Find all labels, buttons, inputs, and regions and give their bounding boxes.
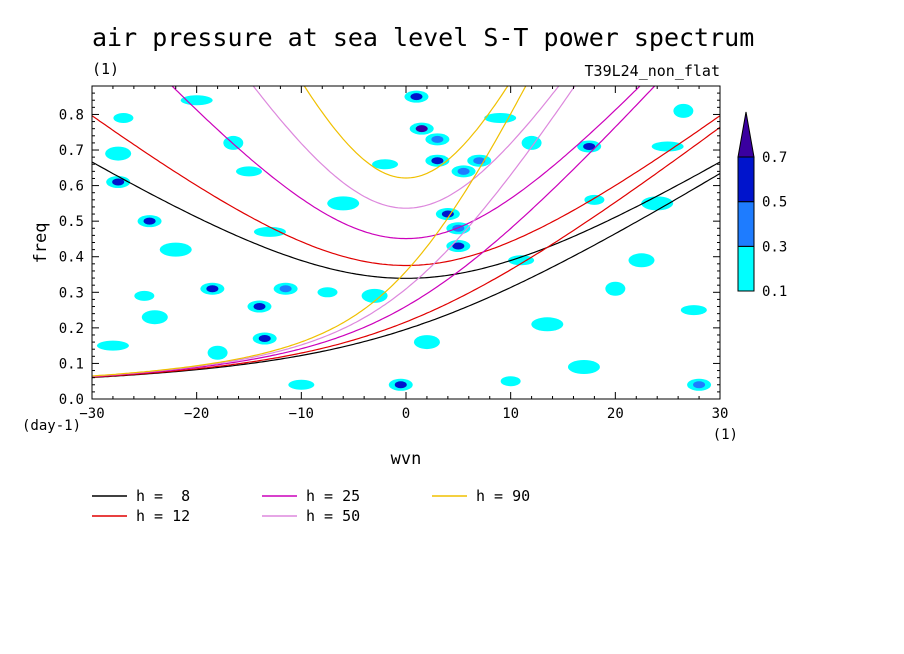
y-tick-label: 0.6 <box>59 179 84 195</box>
curve-mrg-8 <box>92 172 720 379</box>
contour-patch <box>143 217 156 225</box>
x-axis-unit: (1) <box>713 427 738 443</box>
contour-patch <box>500 376 521 387</box>
curve-gravity-50 <box>252 86 560 209</box>
contour-patch <box>410 93 423 101</box>
colorbar-segment <box>737 201 755 247</box>
contour-patch <box>457 167 470 175</box>
contour-patch <box>431 157 444 165</box>
x-tick-label: 30 <box>712 406 729 422</box>
contour-patch <box>584 194 605 205</box>
contour-fill-layer <box>96 90 712 391</box>
legend: h = 8 h = 12 h = 25 h = 50 h = 90 <box>92 487 530 525</box>
curve-gravity-25 <box>171 86 641 240</box>
y-tick-label: 0.0 <box>59 392 84 408</box>
contour-patch <box>441 210 454 218</box>
contour-patch <box>317 287 338 298</box>
y-tick-label: 0.5 <box>59 214 84 230</box>
curve-gravity-12 <box>92 115 720 267</box>
axis-ticks: −30 −20 −10 0 10 20 30 0.0 0.1 0.2 0.3 0.4 0.5 0.6 0.7… <box>59 86 729 422</box>
colorbar-label: 0.1 <box>762 284 787 300</box>
legend-label: h = 25 <box>306 487 360 505</box>
plot-frame <box>91 85 721 400</box>
y-axis-unit: (day-1) <box>22 418 81 434</box>
y-tick-label: 0.2 <box>59 321 84 337</box>
y-tick-label: 0.1 <box>59 356 84 372</box>
contour-patch <box>415 125 428 133</box>
contour-patch <box>413 335 440 350</box>
legend-label: h = 50 <box>306 507 360 525</box>
curve-gravity-90 <box>303 86 509 179</box>
contour-patch <box>112 178 125 186</box>
contour-patch <box>207 345 228 360</box>
curve-gravity-8 <box>92 161 720 279</box>
contour-patch <box>431 135 444 143</box>
colorbar-segment <box>737 156 755 203</box>
curve-mrg-12 <box>92 126 720 378</box>
y-tick-label: 0.7 <box>59 143 84 159</box>
contour-patch <box>394 381 407 389</box>
contour-patch <box>583 142 596 150</box>
contour-patch <box>159 242 192 257</box>
contour-patch <box>253 226 286 237</box>
curve-mrg-50 <box>92 86 576 377</box>
contour-patch <box>372 159 399 170</box>
curve-mrg-25 <box>92 86 656 378</box>
contour-patch <box>605 281 626 296</box>
contour-patch <box>134 290 155 301</box>
contour-patch <box>253 303 266 311</box>
contour-patch <box>680 305 707 316</box>
colorbar-label: 0.7 <box>762 150 787 166</box>
colorbar-label: 0.3 <box>762 239 787 255</box>
contour-patch <box>531 317 564 332</box>
contour-patch <box>673 103 694 118</box>
contour-patch <box>141 310 168 325</box>
chart-title: air pressure at sea level S-T power spec… <box>92 23 754 52</box>
legend-label: h = 8 <box>136 487 190 505</box>
chart-subtitle-right: T39L24_non_flat <box>585 62 720 80</box>
contour-patch <box>508 255 535 266</box>
curve-mrg-90 <box>92 86 527 377</box>
y-tick-label: 0.4 <box>59 250 84 266</box>
dispersion-curves <box>92 86 720 379</box>
contour-patch <box>361 288 388 303</box>
y-axis-label: freq <box>31 223 51 264</box>
contour-patch <box>327 196 360 211</box>
contour-patch <box>105 146 132 161</box>
contour-patch <box>288 379 315 390</box>
colorbar-extension <box>737 111 755 158</box>
contour-patch <box>96 340 129 351</box>
contour-patch <box>452 242 465 250</box>
x-tick-label: 0 <box>402 406 410 422</box>
contour-patch <box>484 113 517 124</box>
y-tick-label: 0.8 <box>59 107 84 123</box>
x-tick-label: −30 <box>79 406 104 422</box>
contour-patch <box>651 141 684 152</box>
x-axis-label: wvn <box>391 449 422 469</box>
contour-patch <box>206 285 219 293</box>
contour-patch <box>567 359 600 374</box>
contour-patch <box>473 157 486 165</box>
colorbar-label: 0.5 <box>762 195 787 211</box>
x-tick-label: −10 <box>289 406 314 422</box>
legend-label: h = 90 <box>476 487 530 505</box>
colorbar-segment <box>737 245 755 292</box>
legend-label: h = 12 <box>136 507 190 525</box>
x-tick-label: 10 <box>502 406 519 422</box>
y-tick-label: 0.3 <box>59 285 84 301</box>
contour-patch <box>113 113 134 124</box>
contour-patch <box>236 166 262 177</box>
chart-subtitle-left: (1) <box>92 60 119 78</box>
contour-patch <box>628 253 655 268</box>
contour-patch <box>258 335 271 343</box>
contour-patch <box>693 381 706 389</box>
colorbar: 0.1 0.3 0.5 0.7 <box>737 111 787 300</box>
contour-patch <box>279 285 292 293</box>
contour-patch <box>180 95 213 106</box>
x-tick-label: 20 <box>607 406 624 422</box>
x-tick-label: −20 <box>184 406 209 422</box>
